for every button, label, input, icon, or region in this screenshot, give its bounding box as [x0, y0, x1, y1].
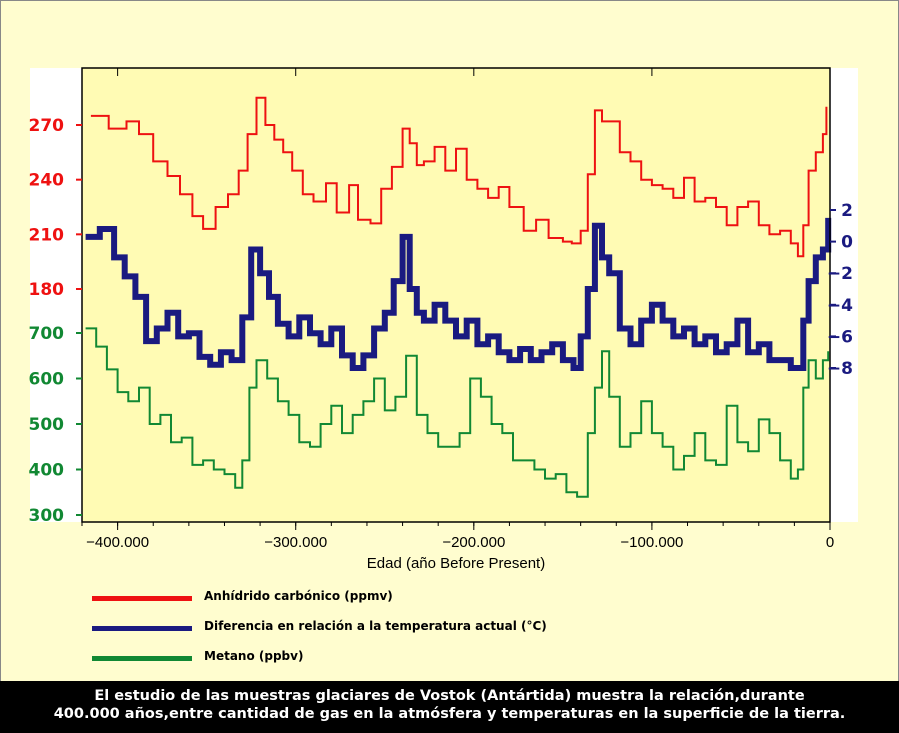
temp-tick-label-0: 2 — [841, 201, 853, 221]
x-tick-label-4: 0 — [826, 534, 834, 551]
series-line-2 — [85, 327, 830, 498]
temp-tick-label-5: −8 — [827, 359, 853, 379]
legend-swatch-methane — [92, 656, 192, 661]
co2-tick-label-3: 270 — [29, 116, 65, 136]
series-line-0 — [90, 96, 828, 258]
x-tick-label-1: −300.000 — [264, 534, 327, 551]
legend-label-temperature: Diferencia en relación a la temperatura … — [204, 619, 547, 633]
ch4-tick-label-3: 600 — [29, 370, 65, 390]
co2-tick-label-0: 180 — [29, 280, 65, 300]
co2-tick-label-1: 210 — [29, 225, 65, 245]
x-tick-label-0: −400.000 — [86, 534, 149, 551]
legend-swatch-co2 — [92, 596, 192, 601]
temp-tick-label-2: −2 — [827, 264, 853, 284]
legend-swatch-temperature — [92, 626, 192, 631]
plot-border — [81, 67, 831, 523]
right-axis-band — [830, 68, 858, 522]
ch4-tick-label-0: 300 — [29, 506, 65, 526]
ch4-tick-label-2: 500 — [29, 415, 65, 435]
figure-caption: El estudio de las muestras glaciares de … — [0, 681, 899, 733]
caption-line-2: 400.000 años,entre cantidad de gas en la… — [53, 706, 846, 722]
ch4-tick-label-1: 400 — [29, 461, 65, 481]
legend-label-co2: Anhídrido carbónico (ppmv) — [204, 589, 393, 603]
temp-tick-label-3: −4 — [827, 296, 853, 316]
temp-tick-label-1: 0 — [841, 233, 853, 253]
caption-line-1: El estudio de las muestras glaciares de … — [94, 688, 805, 704]
plot-area — [82, 68, 830, 522]
left-axis-band — [30, 68, 82, 522]
x-axis-label: Edad (año Before Present) — [367, 555, 545, 572]
x-tick-label-2: −200.000 — [442, 534, 505, 551]
x-tick-label-3: −100.000 — [620, 534, 683, 551]
co2-tick-label-2: 240 — [29, 171, 65, 191]
legend-label-methane: Metano (ppbv) — [204, 649, 304, 663]
ch4-tick-label-4: 700 — [29, 324, 65, 344]
temp-tick-label-4: −6 — [827, 327, 853, 347]
series-line-1 — [85, 217, 832, 371]
